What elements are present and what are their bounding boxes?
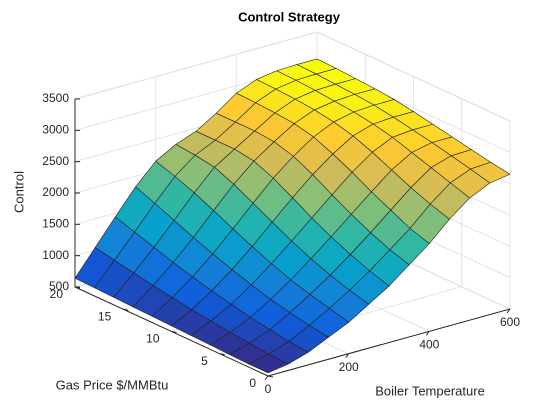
- y-tick-label: 15: [98, 309, 112, 323]
- z-tick-label: 2000: [42, 185, 69, 199]
- z-axis-label: Control: [11, 171, 26, 213]
- tick-mark: [425, 331, 430, 336]
- tick-mark: [74, 286, 81, 289]
- y-tick-label: 0: [249, 376, 256, 390]
- z-tick-label: 3500: [42, 91, 69, 105]
- z-tick-label: 1000: [42, 248, 69, 262]
- x-tick-label: 400: [419, 338, 439, 352]
- grid-line: [74, 31, 318, 100]
- x-tick-label: 0: [265, 382, 272, 396]
- tick-mark: [506, 308, 511, 314]
- tick-mark: [219, 353, 225, 356]
- tick-mark: [123, 308, 129, 311]
- tick-mark: [267, 375, 274, 378]
- y-tick-label: 5: [201, 354, 208, 368]
- tick-mark: [264, 375, 269, 381]
- y-tick-label: 20: [50, 287, 64, 301]
- y-axis-label: Gas Price $/MMBtu: [56, 377, 169, 392]
- z-tick-label: 2500: [42, 154, 69, 168]
- axis-line: [267, 308, 511, 377]
- x-tick-label: 600: [500, 315, 520, 329]
- surface-patch: [248, 353, 289, 374]
- x-tick-label: 200: [339, 360, 359, 374]
- tick-mark: [171, 331, 177, 333]
- z-tick-label: 1500: [42, 217, 69, 231]
- x-axis-label: Boiler Temperature: [375, 383, 485, 398]
- y-tick-label: 10: [146, 332, 160, 346]
- tick-mark: [345, 353, 350, 358]
- z-tick-label: 500: [49, 279, 69, 293]
- z-tick-label: 3000: [42, 123, 69, 137]
- chart-title: Control Strategy: [238, 9, 341, 24]
